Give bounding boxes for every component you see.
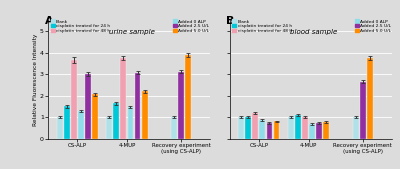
Bar (57, 117, 63, 139)
Bar (92, 94, 98, 139)
Bar (78, 111, 84, 139)
Text: urine sample: urine sample (110, 29, 155, 35)
Legend: Added 0 ALP, Added 2.5 U/L, Added 5.0 U/L: Added 0 ALP, Added 2.5 U/L, Added 5.0 U/… (172, 19, 210, 33)
Bar (64, 106, 70, 139)
Bar (142, 91, 148, 139)
Bar (71, 60, 77, 139)
Bar (246, 117, 251, 139)
Bar (238, 117, 244, 139)
Bar (367, 58, 373, 139)
Bar (106, 117, 112, 139)
Bar (85, 74, 91, 139)
Bar (134, 73, 140, 139)
Bar (295, 115, 301, 139)
Bar (185, 55, 191, 139)
Text: blood sample: blood sample (290, 29, 338, 35)
Bar (360, 82, 366, 139)
Bar (178, 72, 184, 139)
Bar (316, 123, 322, 139)
Bar (266, 123, 272, 139)
Legend: Added 0 ALP, Added 2.5 U/L, Added 5.0 U/L: Added 0 ALP, Added 2.5 U/L, Added 5.0 U/… (354, 19, 392, 33)
Bar (302, 117, 308, 139)
Bar (323, 122, 329, 139)
Bar (252, 113, 258, 139)
Bar (114, 103, 119, 139)
Bar (274, 121, 280, 139)
Text: B: B (226, 16, 235, 26)
Y-axis label: Relative Fluorescence Intensity: Relative Fluorescence Intensity (33, 33, 38, 126)
Bar (171, 117, 177, 139)
Text: A: A (45, 16, 53, 26)
Bar (120, 58, 126, 139)
Bar (288, 117, 294, 139)
Bar (128, 107, 134, 139)
Bar (260, 120, 266, 139)
Bar (353, 117, 359, 139)
Bar (309, 124, 315, 139)
